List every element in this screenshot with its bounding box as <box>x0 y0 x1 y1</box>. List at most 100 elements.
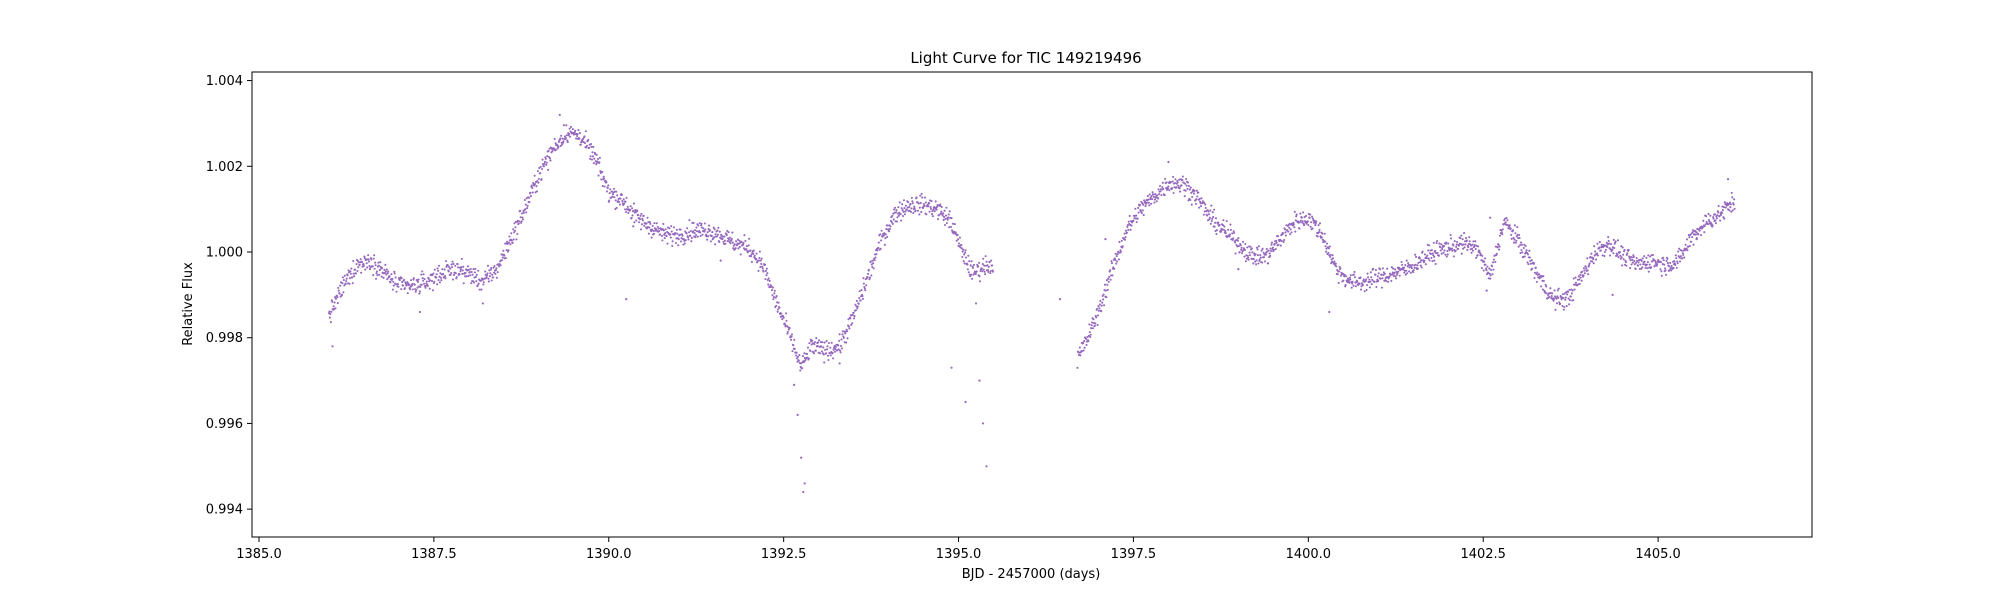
data-point <box>1420 266 1423 269</box>
data-point <box>728 238 731 241</box>
data-point <box>449 273 452 276</box>
data-point <box>950 217 953 220</box>
data-point <box>652 229 655 232</box>
data-point <box>374 264 377 267</box>
data-point <box>1645 256 1648 259</box>
data-point <box>1513 224 1516 227</box>
data-point <box>548 147 551 150</box>
data-point <box>1562 308 1565 311</box>
outlier-point <box>1237 268 1240 271</box>
data-point <box>1177 184 1180 187</box>
data-point <box>379 265 382 268</box>
data-point <box>766 278 769 282</box>
data-point <box>1460 252 1463 255</box>
data-point <box>495 267 498 270</box>
data-point <box>1592 258 1595 261</box>
data-point <box>1489 274 1492 277</box>
data-point <box>1085 343 1088 347</box>
data-point <box>1715 217 1718 220</box>
data-point <box>440 279 443 282</box>
data-point <box>1685 247 1688 250</box>
data-point <box>891 222 894 225</box>
data-point <box>384 270 387 273</box>
data-point <box>1262 251 1265 254</box>
data-point <box>1233 231 1236 235</box>
data-point <box>448 266 451 269</box>
data-point <box>564 136 567 139</box>
data-point <box>832 357 835 360</box>
data-point <box>1150 202 1153 205</box>
data-point <box>351 276 354 279</box>
data-point <box>1123 238 1127 241</box>
data-point <box>472 268 475 271</box>
data-point <box>1163 194 1166 197</box>
data-point <box>761 267 764 270</box>
data-point <box>1270 243 1273 246</box>
data-point <box>589 157 592 160</box>
data-point <box>663 233 666 236</box>
data-point <box>1257 262 1260 265</box>
data-point <box>1234 252 1237 255</box>
data-point <box>766 272 769 275</box>
data-point <box>1222 219 1225 222</box>
data-point <box>1191 195 1194 199</box>
data-point <box>1694 233 1697 236</box>
data-point <box>1425 257 1428 260</box>
data-point <box>1463 246 1466 249</box>
data-point <box>1116 253 1119 256</box>
data-point <box>1324 245 1327 248</box>
data-point <box>648 220 651 224</box>
data-point <box>1452 244 1455 247</box>
data-point <box>1093 324 1096 327</box>
data-point <box>605 190 608 193</box>
data-point <box>944 217 947 221</box>
data-point <box>1229 228 1232 231</box>
data-point <box>438 281 442 284</box>
data-point <box>1377 272 1380 275</box>
data-point <box>781 318 784 321</box>
data-point <box>1182 181 1185 184</box>
data-point <box>1412 269 1415 272</box>
data-point <box>978 280 982 283</box>
data-point <box>1731 196 1734 199</box>
data-point <box>1284 234 1287 237</box>
data-point <box>342 278 345 282</box>
data-point <box>916 209 920 212</box>
data-point <box>1720 211 1724 214</box>
data-point <box>1461 238 1464 241</box>
data-point <box>1595 252 1599 255</box>
data-point <box>615 206 618 209</box>
data-point <box>1714 222 1717 225</box>
data-point <box>864 289 867 292</box>
data-point <box>1439 249 1442 252</box>
data-point <box>1676 260 1679 263</box>
data-point <box>1277 243 1280 246</box>
data-point <box>1483 260 1486 263</box>
data-point <box>426 284 429 287</box>
data-point <box>886 224 889 227</box>
data-point <box>943 209 946 212</box>
data-point <box>1583 272 1586 275</box>
data-point <box>1329 253 1332 256</box>
data-point <box>1348 276 1351 279</box>
data-point <box>907 201 910 204</box>
data-point <box>450 263 453 266</box>
data-point <box>582 137 585 140</box>
data-point <box>638 221 641 224</box>
data-point <box>699 234 702 238</box>
outlier-point <box>1726 178 1730 181</box>
data-point <box>466 265 469 268</box>
data-point <box>913 205 916 208</box>
data-point <box>811 339 814 342</box>
data-point <box>416 286 419 289</box>
data-point <box>942 218 945 222</box>
data-point <box>664 228 667 231</box>
data-point <box>885 227 888 231</box>
data-point <box>600 178 603 181</box>
data-point <box>548 157 552 160</box>
data-point <box>488 275 491 278</box>
outlier-point <box>558 113 561 116</box>
data-point <box>1512 241 1516 244</box>
data-point <box>524 203 527 206</box>
data-point <box>518 220 521 223</box>
